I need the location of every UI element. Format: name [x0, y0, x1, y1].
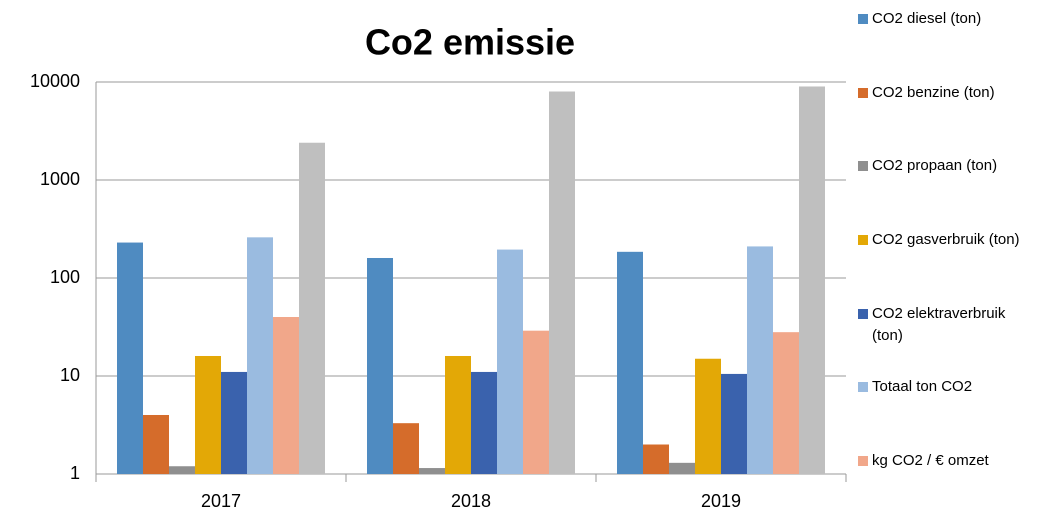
- legend-label: kg CO2 / € omzet: [872, 452, 989, 469]
- bar: [523, 330, 549, 474]
- legend-swatch: [858, 88, 868, 98]
- legend-item: Totaal ton CO2: [858, 376, 1058, 398]
- bar: [273, 316, 299, 474]
- bar: [617, 251, 643, 474]
- legend-label: CO2 propaan (ton): [872, 157, 998, 174]
- x-tick-label: 2019: [701, 491, 741, 511]
- legend-item: CO2 diesel (ton): [858, 8, 1058, 30]
- legend-label: Totaal ton CO2: [872, 378, 973, 395]
- y-tick-label: 1000: [40, 169, 80, 189]
- bar: [247, 237, 273, 474]
- chart-title: Co2 emissie: [365, 22, 575, 63]
- bar: [195, 355, 221, 474]
- legend-item: CO2 propaan (ton): [858, 155, 1058, 177]
- bar: [669, 462, 695, 474]
- bar: [721, 373, 747, 474]
- legend-label: CO2 benzine (ton): [872, 84, 995, 101]
- bar: [643, 444, 669, 474]
- legend-item: kg CO2 / € omzet: [858, 450, 1058, 472]
- legend-swatch: [858, 309, 868, 319]
- bar: [747, 246, 773, 474]
- legend-label: CO2 elektraverbruik (ton): [872, 305, 1006, 344]
- legend-swatch: [858, 161, 868, 171]
- legend-item: CO2 gasverbruik (ton): [858, 229, 1058, 251]
- bar: [299, 142, 325, 474]
- bar: [393, 423, 419, 474]
- y-tick-label: 10: [60, 365, 80, 385]
- legend-item: CO2 benzine (ton): [858, 82, 1058, 104]
- bar: [169, 466, 195, 474]
- bar: [471, 371, 497, 474]
- legend-label: CO2 diesel (ton): [872, 10, 982, 27]
- bar: [419, 468, 445, 474]
- bar: [695, 358, 721, 474]
- legend-swatch: [858, 14, 868, 24]
- bar: [445, 355, 471, 474]
- x-tick-label: 2017: [201, 491, 241, 511]
- bar: [117, 242, 143, 474]
- y-tick-label: 100: [50, 267, 80, 287]
- bar: [497, 249, 523, 474]
- bar: [221, 371, 247, 474]
- bar: [799, 86, 825, 474]
- bar: [367, 257, 393, 474]
- bar: [773, 332, 799, 474]
- x-tick-label: 2018: [451, 491, 491, 511]
- legend-swatch: [858, 235, 868, 245]
- y-tick-label: 1: [70, 463, 80, 483]
- y-tick-label: 10000: [30, 71, 80, 91]
- legend-item: CO2 elektraverbruik (ton): [858, 303, 1058, 347]
- bar: [549, 91, 575, 474]
- legend-swatch: [858, 382, 868, 392]
- legend-swatch: [858, 456, 868, 466]
- legend-label: CO2 gasverbruik (ton): [872, 231, 1020, 248]
- bar: [143, 414, 169, 474]
